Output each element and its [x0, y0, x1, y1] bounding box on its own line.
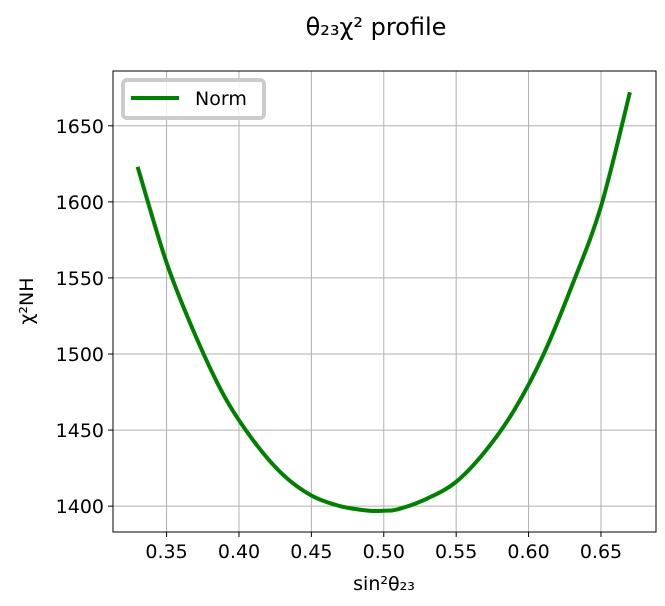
legend-label-norm: Norm — [195, 88, 247, 110]
x-tick-label: 0.45 — [290, 541, 332, 563]
series-line-norm — [135, 91, 632, 514]
y-tick-label: 1550 — [56, 268, 104, 290]
y-tick-label: 1500 — [56, 344, 104, 366]
chart-title: θ₂₃χ² profile — [306, 13, 447, 41]
y-axis-label: χ²NH — [16, 277, 38, 324]
x-tick-label: 0.55 — [435, 541, 477, 563]
legend: Norm — [121, 78, 266, 120]
x-tick-label: 0.40 — [218, 541, 260, 563]
x-tick-label: 0.35 — [145, 541, 187, 563]
grid — [113, 71, 656, 532]
y-axis: 1400 1450 1500 1550 1600 1650 — [56, 116, 113, 518]
y-tick-label: 1450 — [56, 420, 104, 442]
plot-area — [135, 91, 632, 514]
x-tick-label: 0.65 — [580, 541, 622, 563]
legend-box — [121, 78, 266, 120]
x-tick-label: 0.60 — [507, 541, 549, 563]
x-tick-label: 0.50 — [363, 541, 405, 563]
y-tick-label: 1650 — [56, 116, 104, 138]
plot-frame — [112, 70, 657, 533]
x-axis-label: sin²θ₂₃ — [353, 573, 415, 595]
y-tick-label: 1400 — [56, 496, 104, 518]
y-tick-label: 1600 — [56, 192, 104, 214]
x-axis: 0.35 0.40 0.45 0.50 0.55 0.60 0.65 — [145, 532, 622, 563]
